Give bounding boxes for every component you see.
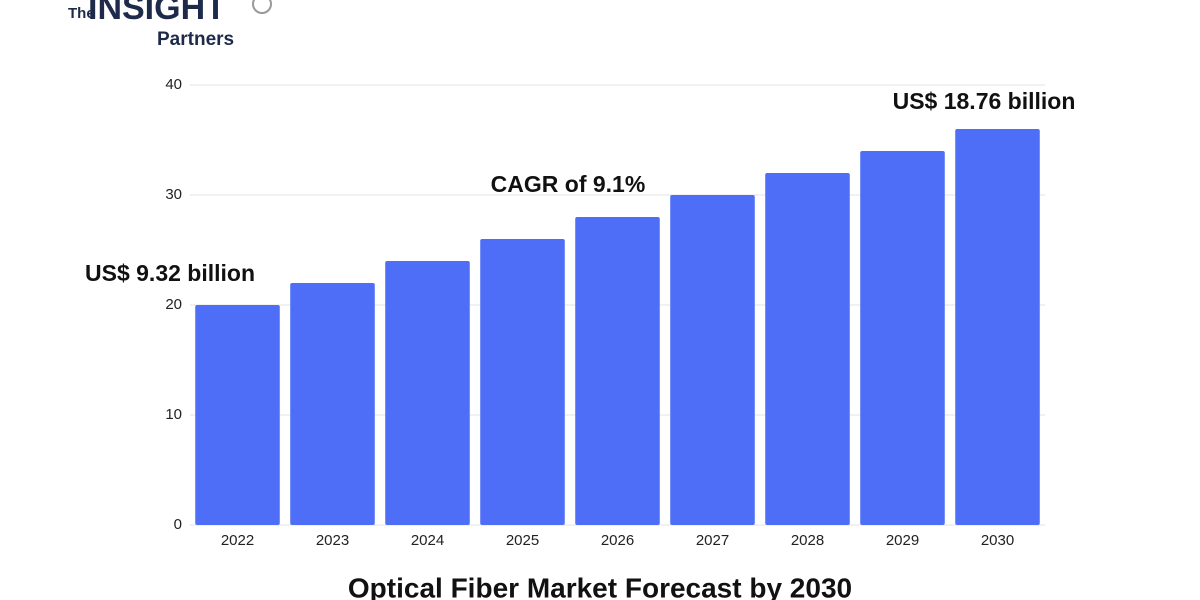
y-tick-label: 0: [174, 516, 182, 533]
bar: [195, 305, 280, 525]
bar: [955, 129, 1040, 525]
x-tick-label: 2025: [506, 532, 539, 549]
logo-icon: [252, 0, 272, 14]
x-tick-label: 2026: [601, 532, 634, 549]
bar: [860, 151, 945, 525]
logo-prefix: The: [68, 5, 95, 22]
annotation: CAGR of 9.1%: [491, 171, 646, 197]
x-tick-label: 2029: [886, 532, 919, 549]
logo-suffix: Partners: [157, 29, 234, 50]
bar: [290, 283, 375, 525]
chart-title: Optical Fiber Market Forecast by 2030: [348, 572, 852, 600]
x-tick-label: 2030: [981, 532, 1014, 549]
x-tick-label: 2022: [221, 532, 254, 549]
x-tick-label: 2024: [411, 532, 444, 549]
x-tick-label: 2028: [791, 532, 824, 549]
bar: [480, 239, 565, 525]
y-tick-label: 30: [165, 186, 182, 203]
bar: [385, 261, 470, 525]
logo-name: INSIGHT: [88, 0, 226, 27]
y-tick-label: 40: [165, 76, 182, 93]
annotation: US$ 9.32 billion: [85, 260, 255, 286]
bar: [765, 173, 850, 525]
y-tick-label: 20: [165, 296, 182, 313]
logo: The INSIGHT Partners: [68, 0, 272, 50]
x-tick-label: 2027: [696, 532, 729, 549]
bar: [575, 217, 660, 525]
x-tick-label: 2023: [316, 532, 349, 549]
annotation: US$ 18.76 billion: [893, 88, 1076, 114]
bar: [670, 195, 755, 525]
y-tick-label: 10: [165, 406, 182, 423]
